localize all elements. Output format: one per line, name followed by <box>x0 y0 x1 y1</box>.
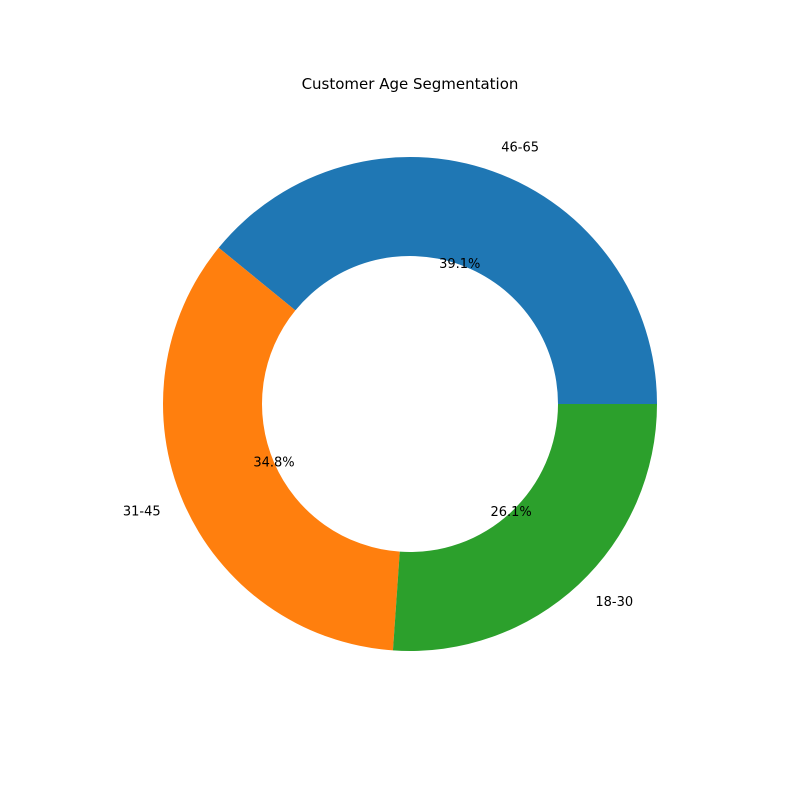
slice-percent-label: 39.1% <box>439 257 480 272</box>
slice-46-65 <box>218 157 657 404</box>
slice-label: 31-45 <box>123 504 161 519</box>
slice-label: 46-65 <box>501 141 539 156</box>
labels-group: 46-65 39.1% 31-45 34.8% 18-30 26.1% <box>123 141 633 611</box>
slice-percent-label: 34.8% <box>253 455 294 470</box>
slice-18-30 <box>392 404 657 651</box>
chart-title: Customer Age Segmentation <box>302 75 519 93</box>
slice-label: 18-30 <box>595 595 633 610</box>
slice-31-45 <box>163 247 400 651</box>
slices-group <box>163 157 657 651</box>
slice-percent-label: 26.1% <box>490 505 531 520</box>
